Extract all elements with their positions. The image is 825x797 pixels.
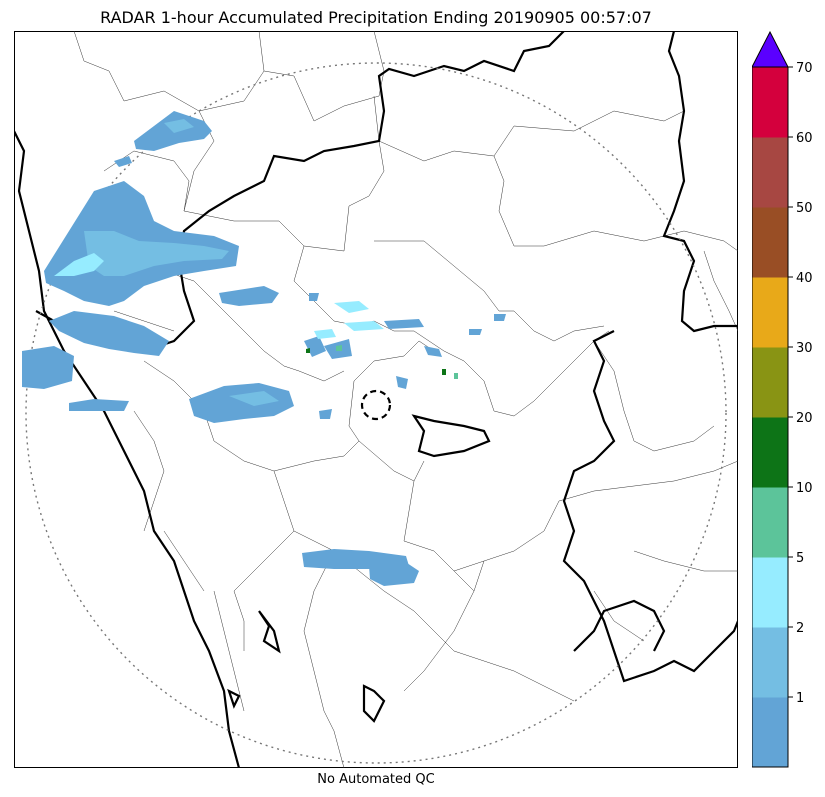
state-boundaries <box>14 31 738 768</box>
radar-map <box>14 31 738 768</box>
colorbar-block <box>752 557 788 628</box>
colorbar-block <box>752 67 788 138</box>
precipitation-areas <box>22 111 506 586</box>
colorbar-block <box>752 417 788 488</box>
colorbar-tick-label: 30 <box>796 341 813 356</box>
colorbar-ticks: 1 2 5 10 20 30 40 50 60 70 <box>788 61 813 706</box>
map-frame <box>14 31 738 768</box>
colorbar-block <box>752 277 788 348</box>
colorbar-block <box>752 347 788 418</box>
colorbar-block <box>752 697 788 768</box>
colorbar-tick-label: 1 <box>796 691 804 706</box>
colorbar-block <box>752 627 788 698</box>
radar-site-marker <box>360 389 392 421</box>
colorbar-tick-label: 10 <box>796 481 813 496</box>
colorbar-block <box>752 137 788 208</box>
colorbar-tick-label: 40 <box>796 271 813 286</box>
colorbar-tick-label: 5 <box>796 551 804 566</box>
colorbar-tick-label: 60 <box>796 131 813 146</box>
qc-footer-label: No Automated QC <box>317 772 435 787</box>
colorbar-tick-label: 2 <box>796 621 804 636</box>
colorbar-block <box>752 487 788 558</box>
district-boundaries <box>73 31 738 768</box>
colorbar: 1 2 5 10 20 30 40 50 60 70 <box>752 31 813 768</box>
colorbar-tick-label: 70 <box>796 61 813 76</box>
colorbar-block <box>752 207 788 278</box>
colorbar-extend-triangle <box>752 31 789 68</box>
map-title: RADAR 1-hour Accumulated Precipitation E… <box>100 8 652 27</box>
colorbar-tick-label: 20 <box>796 411 813 426</box>
radar-range-ring <box>25 62 727 764</box>
colorbar-blocks <box>752 67 788 768</box>
colorbar-tick-label: 50 <box>796 201 813 216</box>
